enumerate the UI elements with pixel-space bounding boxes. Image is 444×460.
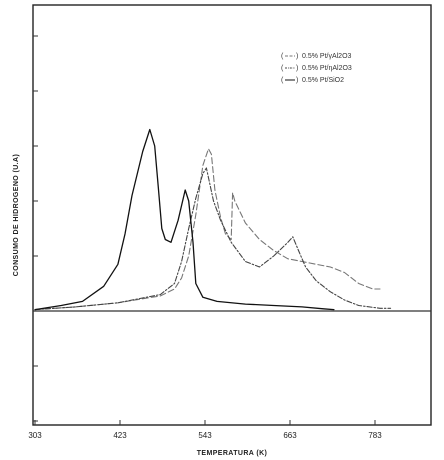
legend-bracket-close: ) bbox=[296, 53, 298, 60]
plot-frame bbox=[32, 4, 432, 426]
x-tick-label: 543 bbox=[198, 431, 212, 440]
x-axis-label: TEMPERATURA (K) bbox=[197, 450, 268, 457]
legend: () 0.5% Pt/γAl2O3 () 0.5% Pt/ηAl2O3 () 0.5% P… bbox=[281, 53, 352, 84]
x-tick-label: 423 bbox=[113, 431, 127, 440]
legend-bracket-open: ( bbox=[281, 77, 284, 84]
legend-bracket-open: ( bbox=[281, 53, 284, 60]
y-axis-ticks bbox=[33, 35, 38, 422]
legend-label: 0.5% Pt/SiO2 bbox=[302, 77, 344, 84]
legend-bracket-close: ) bbox=[296, 77, 298, 84]
legend-label: 0.5% Pt/γAl2O3 bbox=[302, 53, 352, 60]
legend-bracket-close: ) bbox=[296, 65, 298, 72]
legend-bracket-open: ( bbox=[281, 65, 284, 72]
x-tick-label: 303 bbox=[28, 431, 42, 440]
x-axis-ticks: 303 423 543 663 783 bbox=[28, 420, 382, 440]
legend-label: 0.5% Pt/ηAl2O3 bbox=[302, 65, 352, 72]
y-axis-label: CONSUMO DE HIDROGENO (U.A) bbox=[13, 154, 20, 276]
series-line-1 bbox=[34, 167, 392, 311]
x-tick-label: 783 bbox=[368, 431, 382, 440]
x-tick-label: 663 bbox=[283, 431, 297, 440]
series-line-2 bbox=[34, 128, 335, 311]
series-curves bbox=[34, 128, 392, 311]
